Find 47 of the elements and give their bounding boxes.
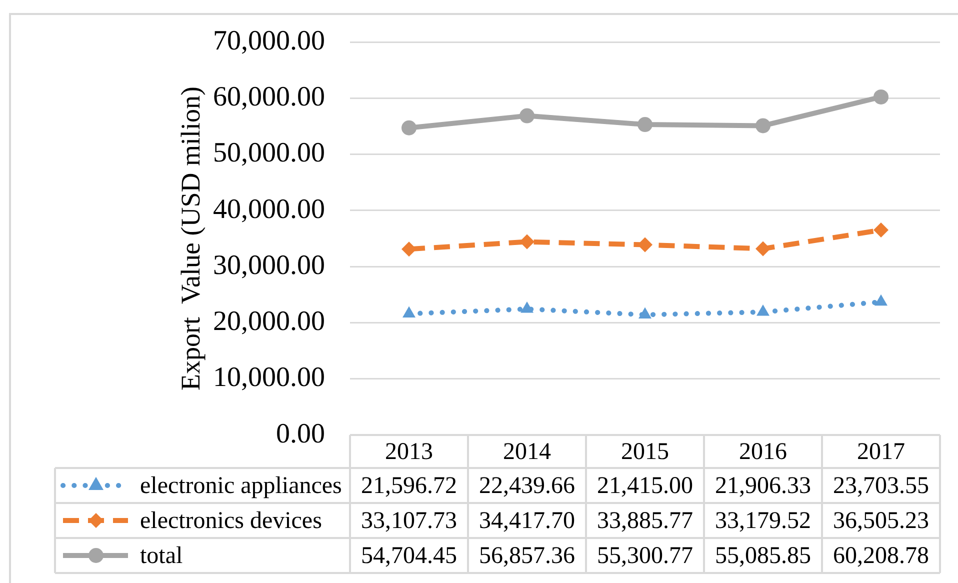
data-label: 33,179.52 bbox=[715, 508, 811, 534]
data-label: 23,703.55 bbox=[833, 472, 929, 499]
x-tick-label: 2015 bbox=[621, 438, 669, 465]
point bbox=[638, 237, 652, 252]
point bbox=[874, 222, 888, 238]
x-tick-label: 2017 bbox=[857, 438, 905, 465]
point bbox=[520, 108, 534, 124]
y-tick-label: 20,000.00 bbox=[213, 306, 325, 338]
data-label: 21,906.33 bbox=[715, 472, 811, 499]
x-tick-label: 2014 bbox=[503, 438, 551, 465]
point bbox=[874, 294, 888, 306]
y-axis-title: Export Value (USD milion) bbox=[175, 86, 206, 390]
point bbox=[874, 89, 888, 104]
y-tick-label: 10,000.00 bbox=[213, 362, 325, 394]
y-tick-label: 70,000.00 bbox=[213, 25, 325, 56]
data-label: 21,596.72 bbox=[361, 472, 457, 499]
point bbox=[638, 307, 652, 319]
legend-label: total bbox=[140, 542, 183, 569]
point bbox=[520, 302, 534, 313]
y-tick-label: 60,000.00 bbox=[213, 82, 325, 112]
data-label: 56,857.36 bbox=[479, 542, 575, 569]
data-label: 33,107.73 bbox=[361, 508, 457, 534]
data-label: 33,885.77 bbox=[597, 508, 693, 534]
point bbox=[402, 242, 416, 257]
data-label: 55,300.77 bbox=[597, 542, 693, 569]
point bbox=[520, 234, 534, 250]
point bbox=[756, 241, 770, 256]
y-tick-label: 40,000.00 bbox=[213, 194, 325, 225]
point bbox=[756, 118, 770, 134]
y-tick-label: 30,000.00 bbox=[213, 250, 325, 281]
data-label: 54,704.45 bbox=[361, 542, 457, 569]
y-tick-label: 0.00 bbox=[276, 418, 325, 450]
data-label: 55,085.85 bbox=[715, 542, 811, 569]
legend-label: electronic appliances bbox=[140, 472, 342, 499]
y-tick-label: 50,000.00 bbox=[213, 138, 325, 169]
data-label: 34,417.70 bbox=[479, 508, 575, 534]
legend-label: electronics devices bbox=[140, 508, 322, 534]
data-label: 60,208.78 bbox=[833, 542, 929, 569]
data-label: 21,415.00 bbox=[597, 472, 693, 499]
point bbox=[402, 306, 416, 318]
point bbox=[402, 120, 416, 136]
point bbox=[638, 117, 652, 132]
point bbox=[756, 304, 770, 316]
x-tick-label: 2016 bbox=[739, 438, 787, 465]
data-label: 36,505.23 bbox=[833, 508, 929, 534]
x-tick-label: 2013 bbox=[385, 438, 433, 465]
data-label: 22,439.66 bbox=[479, 472, 575, 499]
